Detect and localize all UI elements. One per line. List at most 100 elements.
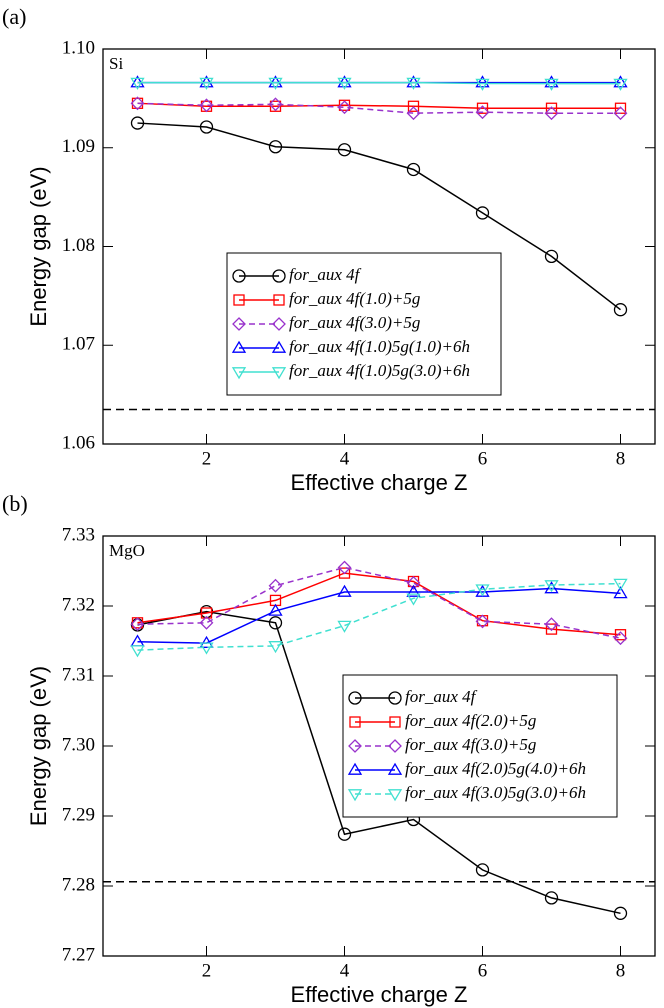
series-line (137, 582, 621, 651)
x-tick-label: 8 (616, 960, 626, 981)
marker (268, 616, 283, 630)
y-tick-label: 1.10 (62, 37, 95, 58)
legend-label: for_aux 4f (289, 265, 362, 284)
legend-marker (272, 269, 286, 283)
legend-marker (231, 367, 247, 380)
marker (199, 642, 214, 655)
marker (337, 75, 352, 88)
y-tick-label: 1.09 (62, 136, 95, 157)
marker (337, 77, 352, 90)
x-tick-label: 8 (616, 448, 626, 469)
legend-marker (271, 340, 287, 353)
series-line (137, 572, 621, 636)
y-tick-label: 7.29 (62, 804, 95, 825)
marker (199, 635, 214, 648)
marker (130, 645, 145, 658)
marker (475, 105, 490, 120)
marker (614, 629, 627, 641)
marker (268, 75, 283, 88)
marker (545, 623, 558, 635)
marker (268, 578, 283, 593)
marker (613, 578, 628, 591)
panel-label: (a) (2, 4, 26, 29)
marker (406, 584, 421, 597)
marker (475, 78, 490, 91)
marker (199, 75, 214, 88)
series-line (137, 102, 621, 109)
marker (475, 206, 490, 220)
legend-marker (388, 691, 402, 705)
marker (475, 75, 490, 88)
legend-label: for_aux 4f(1.0)5g(3.0)+6h (289, 361, 470, 380)
legend-marker (232, 317, 246, 331)
x-tick-label: 4 (340, 448, 350, 469)
marker (130, 116, 145, 130)
marker (268, 97, 283, 112)
marker (268, 77, 283, 90)
marker (544, 617, 559, 632)
marker (199, 98, 214, 113)
marker (269, 100, 282, 112)
marker (544, 581, 559, 594)
y-tick-label: 7.31 (62, 664, 95, 685)
marker (337, 143, 352, 157)
legend-label: for_aux 4f(3.0)+5g (405, 735, 536, 754)
y-tick-label: 7.32 (62, 594, 95, 615)
marker (613, 303, 628, 317)
marker (613, 106, 628, 121)
x-tick-label: 6 (478, 960, 488, 981)
x-tick-label: 2 (202, 448, 212, 469)
marker (199, 615, 214, 630)
marker (337, 100, 352, 115)
marker (544, 249, 559, 264)
marker (475, 863, 490, 877)
legend-marker (348, 739, 362, 753)
marker (200, 607, 213, 619)
marker (544, 75, 559, 88)
marker (475, 614, 490, 629)
series-line (137, 122, 621, 311)
marker (337, 584, 352, 597)
marker (407, 100, 420, 112)
legend-label: for_aux 4f(1.0)+5g (289, 289, 420, 308)
legend-marker (347, 762, 363, 775)
marker (338, 99, 351, 111)
marker (406, 106, 421, 121)
legend-marker (389, 716, 401, 728)
marker (337, 620, 352, 633)
legend-marker (231, 340, 247, 353)
y-tick-label: 1.07 (62, 334, 95, 355)
marker (544, 580, 559, 593)
y-tick-label: 7.33 (62, 524, 95, 545)
marker (613, 631, 628, 646)
series-line (137, 587, 621, 644)
marker (337, 827, 352, 841)
marker (613, 75, 628, 88)
legend-marker (272, 317, 286, 331)
legend-marker (233, 294, 245, 306)
marker (613, 78, 628, 91)
marker (199, 120, 214, 134)
marker (406, 575, 421, 590)
marker (476, 102, 489, 114)
legend-marker (387, 789, 403, 802)
y-tick-label: 7.30 (62, 734, 95, 755)
x-axis-label: Effective charge Z (291, 982, 468, 1007)
legend-label: for_aux 4f(3.0)+5g (289, 313, 420, 332)
y-axis-label: Energy gap (eV) (26, 666, 51, 826)
legend-marker (273, 294, 285, 306)
series-line (137, 102, 621, 114)
y-tick-label: 1.06 (62, 432, 95, 453)
y-axis-label: Energy gap (eV) (26, 166, 51, 326)
legend-marker (232, 269, 246, 283)
marker (130, 96, 145, 111)
annotation: Si (109, 54, 123, 73)
legend-label: for_aux 4f(1.0)5g(1.0)+6h (289, 337, 470, 356)
legend-marker (388, 739, 402, 753)
panel-label: (b) (2, 491, 28, 516)
x-tick-label: 4 (340, 960, 350, 981)
y-tick-label: 7.27 (62, 944, 95, 965)
marker (130, 77, 145, 90)
